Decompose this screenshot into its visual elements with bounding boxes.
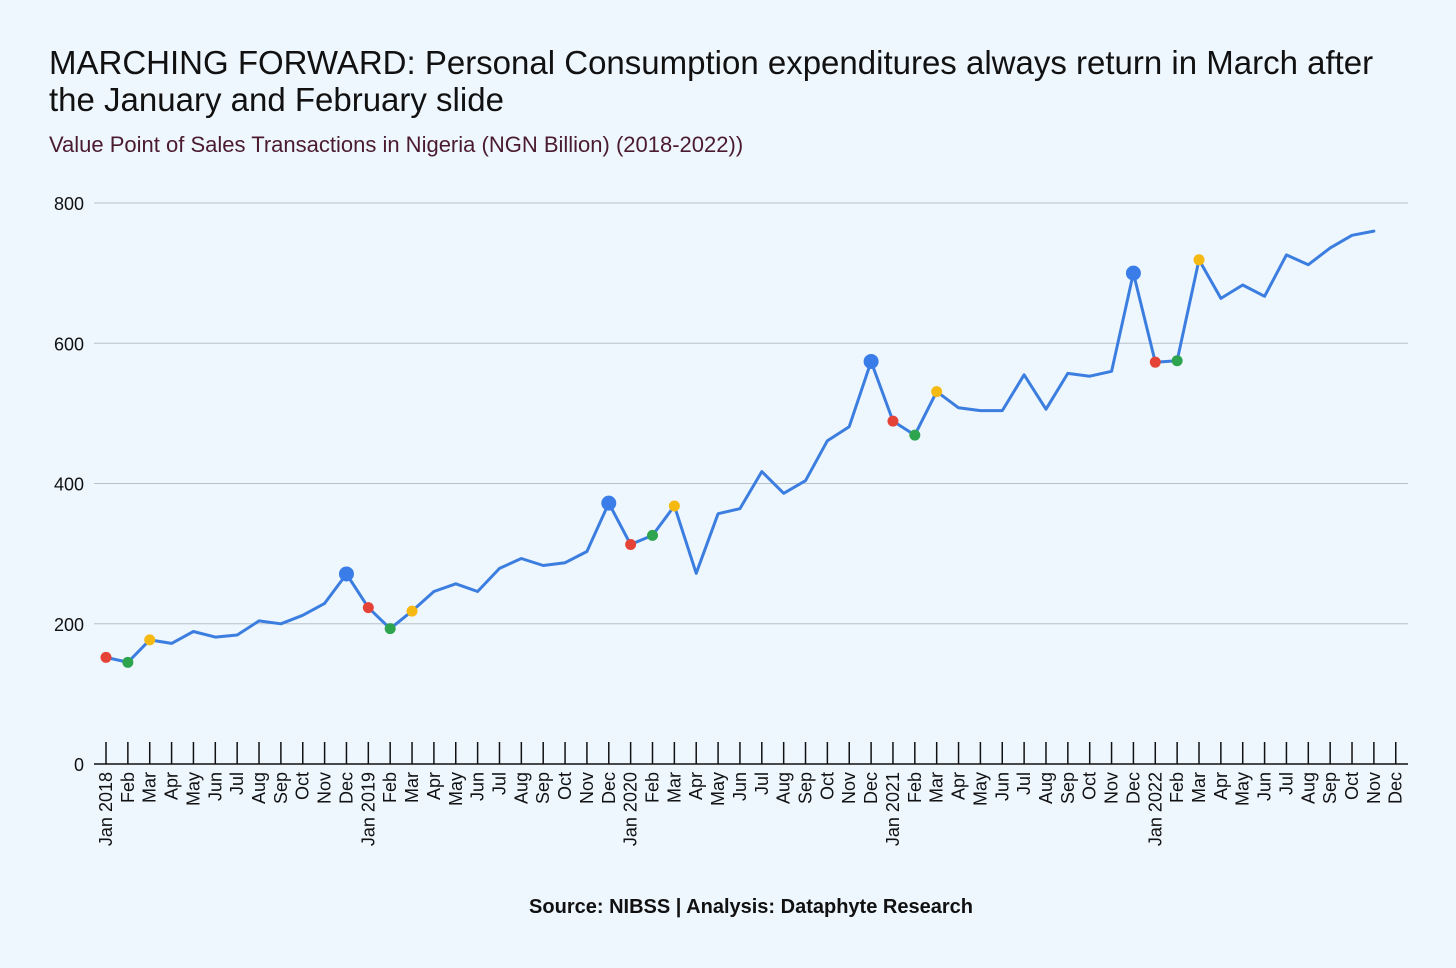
x-tick-label: Sep bbox=[1320, 772, 1340, 804]
y-tick-label: 800 bbox=[54, 194, 84, 214]
x-tick-label: Nov bbox=[577, 772, 597, 804]
x-tick-label: Oct bbox=[1342, 772, 1362, 800]
january-point bbox=[625, 539, 637, 551]
january-point bbox=[100, 651, 112, 663]
x-tick-label: Jun bbox=[468, 772, 488, 801]
x-tick-label: Jun bbox=[730, 772, 750, 801]
x-tick-label: Aug bbox=[1036, 772, 1056, 804]
x-tick-label: May bbox=[970, 772, 990, 806]
series-line bbox=[104, 229, 1376, 664]
march-point bbox=[144, 634, 156, 646]
x-tick-label: Sep bbox=[796, 772, 816, 804]
x-tick-label: Oct bbox=[293, 772, 313, 800]
source-note: Source: NIBSS | Analysis: Dataphyte Rese… bbox=[529, 896, 973, 918]
x-tick-label: May bbox=[446, 772, 466, 806]
x-tick-label: Jan 2022 bbox=[1145, 772, 1165, 846]
x-tick-label: Mar bbox=[664, 772, 684, 803]
january-point bbox=[887, 415, 899, 427]
march-point bbox=[1193, 254, 1205, 266]
x-tick-label: Oct bbox=[817, 772, 837, 800]
march-point bbox=[406, 605, 418, 617]
x-tick-label: Jan 2019 bbox=[358, 772, 378, 846]
x-tick-label: Mar bbox=[927, 772, 947, 803]
x-tick-label: Mar bbox=[140, 772, 160, 803]
december-point bbox=[1125, 265, 1141, 281]
february-point bbox=[1171, 355, 1183, 367]
x-tick-label: Oct bbox=[1080, 772, 1100, 800]
x-tick-label: May bbox=[183, 772, 203, 806]
x-tick-label: Apr bbox=[949, 772, 969, 800]
x-tick-label: Jun bbox=[1255, 772, 1275, 801]
march-point bbox=[931, 386, 943, 398]
x-tick-label: Feb bbox=[1167, 772, 1187, 803]
x-tick-label: Feb bbox=[643, 772, 663, 803]
x-tick-label: Dec bbox=[599, 772, 619, 804]
gridlines bbox=[94, 202, 1408, 625]
february-point bbox=[384, 623, 396, 635]
x-tick-label: Mar bbox=[402, 772, 422, 803]
x-tick-label: Sep bbox=[271, 772, 291, 804]
x-tick-label: Mar bbox=[1189, 772, 1209, 803]
march-point bbox=[668, 500, 680, 512]
january-point bbox=[1149, 356, 1161, 368]
x-tick-label: Jul bbox=[1276, 772, 1296, 795]
x-tick-label: Aug bbox=[774, 772, 794, 804]
x-tick-label: Jul bbox=[227, 772, 247, 795]
x-tick-label: Sep bbox=[533, 772, 553, 804]
x-tick-label: Aug bbox=[249, 772, 269, 804]
x-tick-label: Apr bbox=[1211, 772, 1231, 800]
x-tick-label: Aug bbox=[1298, 772, 1318, 804]
chart-title: MARCHING FORWARD: Personal Consumption e… bbox=[49, 44, 1374, 118]
x-tick-label: Nov bbox=[839, 772, 859, 804]
x-tick-label: Nov bbox=[1364, 772, 1384, 804]
x-tick-label: Dec bbox=[861, 772, 881, 804]
december-point bbox=[338, 566, 354, 582]
x-tick-label: Jan 2021 bbox=[883, 772, 903, 846]
january-point bbox=[362, 602, 374, 614]
x-tick-label: Oct bbox=[555, 772, 575, 800]
x-tick-label: Jun bbox=[205, 772, 225, 801]
x-tick-label: Feb bbox=[905, 772, 925, 803]
x-tick-label: Jan 2020 bbox=[621, 772, 641, 846]
x-tick-label: Dec bbox=[1386, 772, 1406, 804]
highlighted-points bbox=[100, 254, 1205, 668]
x-tick-label: May bbox=[1233, 772, 1253, 806]
x-tick-label: Dec bbox=[1123, 772, 1143, 804]
x-tick-label: Apr bbox=[162, 772, 182, 800]
x-tick-label: Sep bbox=[1058, 772, 1078, 804]
x-tick-label: Aug bbox=[511, 772, 531, 804]
x-tick-label: Jan 2018 bbox=[96, 772, 116, 846]
february-point bbox=[909, 429, 921, 441]
x-tick-label: Jun bbox=[992, 772, 1012, 801]
x-tick-label: Jul bbox=[752, 772, 772, 795]
x-axis: Jan 2018 Feb Mar Apr May Jun Jul Aug Sep Oct Nov De… bbox=[94, 742, 1408, 846]
series-line-path bbox=[104, 229, 1376, 664]
x-tick-label: Nov bbox=[315, 772, 335, 804]
y-tick-label: 0 bbox=[74, 755, 84, 775]
february-point bbox=[122, 656, 134, 668]
december-point bbox=[863, 353, 879, 369]
x-tick-label: Feb bbox=[380, 772, 400, 803]
x-tick-label: Jul bbox=[489, 772, 509, 795]
february-point bbox=[647, 529, 658, 541]
x-tick-label: Feb bbox=[118, 772, 138, 803]
chart-subtitle: Value Point of Sales Transactions in Nig… bbox=[49, 132, 744, 157]
y-tick-label: 200 bbox=[54, 615, 84, 635]
x-tick-label: Dec bbox=[336, 772, 356, 804]
x-tick-label: Nov bbox=[1102, 772, 1122, 804]
x-tick-label: Apr bbox=[686, 772, 706, 800]
december-point bbox=[601, 495, 617, 511]
x-tick-label: Apr bbox=[424, 772, 444, 800]
x-tick-label: May bbox=[708, 772, 728, 806]
y-tick-label: 600 bbox=[54, 334, 84, 354]
y-axis-tick-labels: 0 200 400 600 800 bbox=[54, 194, 84, 775]
x-tick-label: Jul bbox=[1014, 772, 1034, 795]
y-tick-label: 400 bbox=[54, 475, 84, 495]
